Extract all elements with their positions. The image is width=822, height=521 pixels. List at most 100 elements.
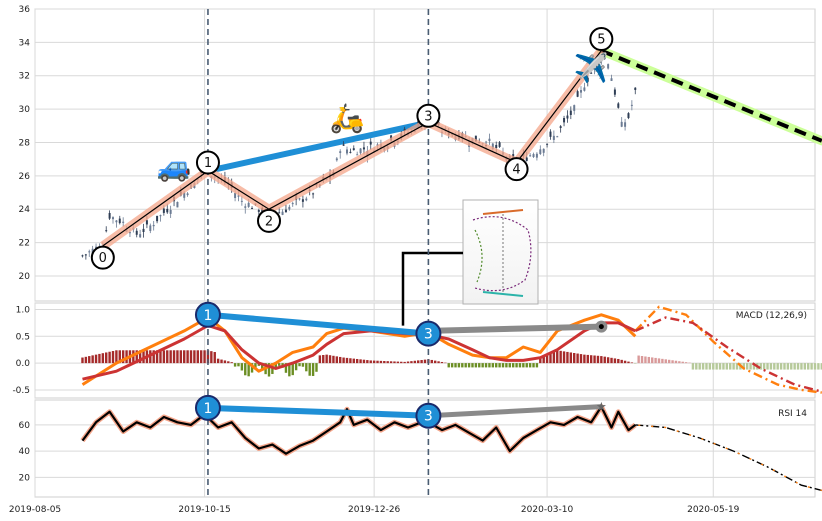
candle-body bbox=[176, 201, 179, 208]
candle-body bbox=[529, 155, 532, 157]
macd-histogram-bar bbox=[389, 361, 393, 364]
divergence-badge bbox=[415, 320, 442, 347]
x-tick-label: 2019-12-26 bbox=[348, 505, 401, 515]
macd-histogram-bar bbox=[400, 361, 403, 364]
macd-projected-bar bbox=[667, 359, 671, 364]
candle-body bbox=[634, 87, 637, 90]
macd-histogram-bar bbox=[172, 350, 176, 364]
macd-histogram-bar bbox=[596, 355, 600, 364]
candle-body bbox=[346, 149, 348, 154]
macd-histogram-bar bbox=[613, 358, 617, 364]
macd-histogram-bar bbox=[98, 353, 101, 364]
macd-histogram-bar bbox=[152, 350, 155, 364]
macd-histogram-bar bbox=[559, 350, 562, 364]
macd-histogram-bar bbox=[254, 363, 257, 368]
wave-label: 5 bbox=[597, 33, 605, 48]
candle-body bbox=[166, 208, 169, 213]
macd-histogram-bar bbox=[410, 361, 413, 364]
candle-body bbox=[624, 122, 627, 127]
macd-gray-dot-center bbox=[598, 324, 604, 330]
candle-body bbox=[474, 135, 477, 142]
y-tick-label: 32 bbox=[19, 72, 30, 82]
candle-body bbox=[532, 154, 535, 157]
macd-histogram-bar bbox=[508, 363, 511, 368]
candle-body bbox=[149, 225, 152, 232]
macd-projected-bar bbox=[671, 360, 674, 364]
macd-projected-bar bbox=[678, 361, 681, 364]
macd-histogram-bar bbox=[267, 363, 271, 377]
divergence-label: 3 bbox=[424, 409, 433, 425]
macd-histogram-bar bbox=[478, 363, 481, 368]
inset-curve-a bbox=[472, 216, 532, 292]
macd-histogram-bar bbox=[623, 360, 627, 364]
macd-projected-bar bbox=[790, 363, 793, 370]
macd-histogram-bar bbox=[562, 351, 566, 364]
inset-bar-bottom bbox=[482, 291, 524, 297]
inset-curve-b bbox=[474, 229, 483, 283]
divergence-label: 3 bbox=[424, 327, 433, 343]
macd-projected-bar bbox=[681, 361, 684, 364]
candle-body bbox=[240, 200, 243, 202]
y-tick-label: 30 bbox=[19, 105, 31, 115]
y-tick-label: 0.0 bbox=[16, 359, 31, 369]
macd-projected-bar bbox=[735, 363, 739, 370]
candle-body bbox=[607, 64, 610, 69]
macd-histogram-bar bbox=[450, 363, 454, 368]
candle-body bbox=[159, 215, 162, 217]
candle-body bbox=[630, 104, 633, 106]
scooter-icon: 🛵 bbox=[330, 101, 365, 134]
candle-body bbox=[288, 206, 291, 210]
macd-histogram-bar bbox=[600, 356, 603, 364]
candle-body bbox=[556, 136, 559, 138]
candle-body bbox=[620, 121, 623, 127]
macd-histogram-bar bbox=[359, 359, 362, 364]
candle-body bbox=[546, 143, 549, 145]
macd-projected-bar bbox=[684, 362, 688, 364]
candle-body bbox=[362, 147, 365, 150]
candle-body bbox=[525, 157, 528, 161]
macd-projected-bar bbox=[800, 363, 803, 370]
rsi-projection bbox=[635, 424, 822, 492]
candle-body bbox=[342, 144, 345, 146]
macd-histogram-bar bbox=[528, 363, 532, 368]
macd-histogram-bar bbox=[328, 355, 332, 364]
wave-label-circle bbox=[416, 103, 441, 128]
macd-histogram-bar bbox=[576, 353, 579, 364]
candle-body bbox=[118, 218, 121, 224]
macd-histogram-bar bbox=[420, 360, 423, 364]
macd-histogram-bar bbox=[406, 361, 410, 364]
macd-histogram-bar bbox=[159, 350, 162, 364]
candle-body bbox=[369, 141, 372, 145]
macd-histogram-bar bbox=[240, 363, 244, 371]
candle-body bbox=[613, 89, 616, 95]
candle-body bbox=[573, 105, 576, 111]
macd-histogram-bar bbox=[339, 356, 342, 364]
candle-body bbox=[139, 234, 142, 238]
macd-histogram-bar bbox=[84, 356, 88, 364]
macd-projected-bar bbox=[793, 363, 796, 370]
macd-projected-bar bbox=[701, 363, 705, 370]
macd-histogram-bar bbox=[366, 360, 369, 364]
macd-projection-1 bbox=[634, 316, 822, 393]
candle-body bbox=[549, 131, 552, 137]
rsi-gray-line bbox=[428, 404, 602, 419]
macd-histogram-bar bbox=[542, 356, 545, 364]
candle-body bbox=[563, 118, 566, 123]
candle-body bbox=[603, 57, 606, 59]
macd-histogram-bar bbox=[511, 363, 515, 368]
y-tick-label: 40 bbox=[19, 447, 31, 457]
divergence-label: 1 bbox=[203, 308, 212, 324]
macd-projected-bar bbox=[813, 363, 817, 370]
macd-histogram-bar bbox=[383, 361, 386, 364]
macd-histogram-bar bbox=[227, 361, 230, 364]
macd-histogram-bar bbox=[355, 358, 359, 364]
macd-histogram-bar bbox=[457, 363, 461, 368]
candle-body bbox=[627, 113, 630, 119]
macd-histogram-bar bbox=[593, 355, 596, 364]
candle-body bbox=[542, 148, 545, 153]
car-icon: 🚙 bbox=[157, 150, 192, 183]
candle-body bbox=[284, 209, 287, 213]
candle-body bbox=[278, 212, 281, 214]
candle-body bbox=[610, 78, 613, 81]
